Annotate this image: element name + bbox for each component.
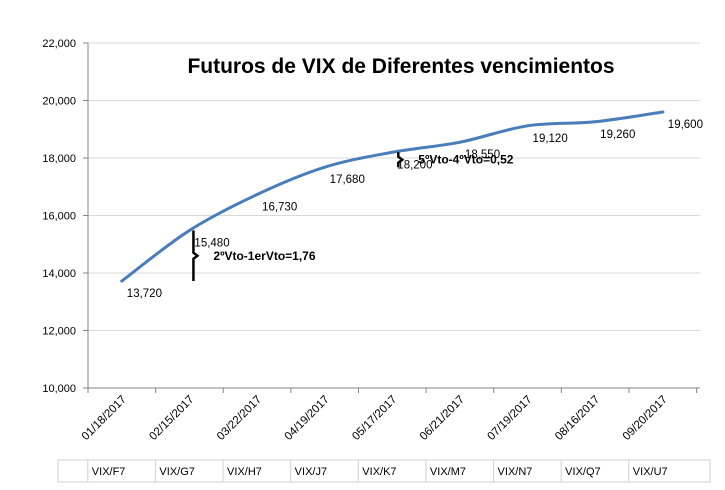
series-line	[120, 110, 665, 283]
contract-label: VIX/Q7	[565, 466, 600, 478]
x-tick-label: 09/20/2017	[621, 394, 670, 443]
y-tick-label: 16,000	[42, 211, 76, 223]
annotation-bracket	[192, 230, 200, 282]
gridlines	[83, 42, 700, 389]
data-labels: 13,720 15,480 16,730 17,680 18,200 18,550 19,1…	[127, 119, 703, 300]
contract-label: VIX/H7	[227, 466, 262, 478]
x-tick-labels: 01/18/2017 02/15/2017 03/22/2017 04/19/2017…	[80, 388, 698, 443]
data-point	[120, 279, 124, 283]
y-tick-label: 20,000	[42, 96, 76, 108]
contract-label: VIX/J7	[295, 466, 327, 478]
x-tick-label: 06/21/2017	[418, 394, 467, 443]
data-point	[390, 150, 394, 154]
data-label: 19,260	[600, 129, 635, 141]
axes	[87, 43, 700, 389]
data-point	[323, 165, 327, 169]
data-point	[661, 110, 665, 114]
contract-row-frame	[57, 459, 711, 483]
y-tick-labels: 10,000 12,000 14,000 16,000 18,000 20,000 22,0…	[42, 38, 76, 395]
series-layer	[120, 110, 665, 283]
y-tick-label: 12,000	[42, 326, 76, 338]
data-label: 15,480	[194, 237, 229, 249]
x-tick-label: 01/18/2017	[80, 394, 129, 443]
data-point	[458, 140, 462, 144]
data-label: 18,550	[465, 149, 500, 161]
contract-label: VIX/F7	[92, 466, 126, 478]
y-tick-label: 14,000	[42, 268, 76, 280]
contract-row: VIX/F7 VIX/G7 VIX/H7 VIX/J7 VIX/K7 VIX/M7 VIX/…	[57, 459, 711, 483]
x-tick-label: 03/22/2017	[215, 394, 264, 443]
x-tick-label: 04/19/2017	[283, 394, 332, 443]
contract-label: VIX/N7	[498, 466, 533, 478]
x-tick-label: 08/16/2017	[553, 394, 602, 443]
data-label: 13,720	[127, 288, 162, 300]
data-point	[593, 120, 597, 124]
contract-label: VIX/U7	[633, 466, 668, 478]
contract-label: VIX/K7	[362, 466, 396, 478]
data-label: 19,600	[668, 119, 703, 131]
contract-label: VIX/M7	[430, 466, 466, 478]
y-tick-label: 10,000	[42, 383, 76, 395]
annotations: 2ºVto-1erVto=1,76 5ºVto-4ºVto=0,52	[192, 152, 514, 282]
annotation-text: 2ºVto-1erVto=1,76	[213, 249, 315, 263]
data-point	[526, 124, 530, 128]
data-point	[255, 193, 259, 197]
data-point	[187, 228, 191, 232]
data-label: 19,120	[533, 133, 568, 145]
data-label: 16,730	[262, 202, 297, 214]
y-tick-label: 22,000	[42, 38, 76, 50]
x-tick-label: 02/15/2017	[147, 394, 196, 443]
annotation-text: 5ºVto-4ºVto=0,52	[418, 153, 513, 167]
chart-title: Futuros de VIX de Diferentes vencimiento…	[187, 55, 614, 78]
annotation-bracket	[397, 152, 405, 168]
data-label: 18,200	[397, 159, 432, 171]
x-tick-label: 07/19/2017	[485, 394, 534, 443]
x-tick-label: 05/17/2017	[350, 394, 399, 443]
y-tick-label: 18,000	[42, 153, 76, 165]
data-label: 17,680	[330, 174, 365, 186]
contract-label: VIX/G7	[159, 466, 194, 478]
